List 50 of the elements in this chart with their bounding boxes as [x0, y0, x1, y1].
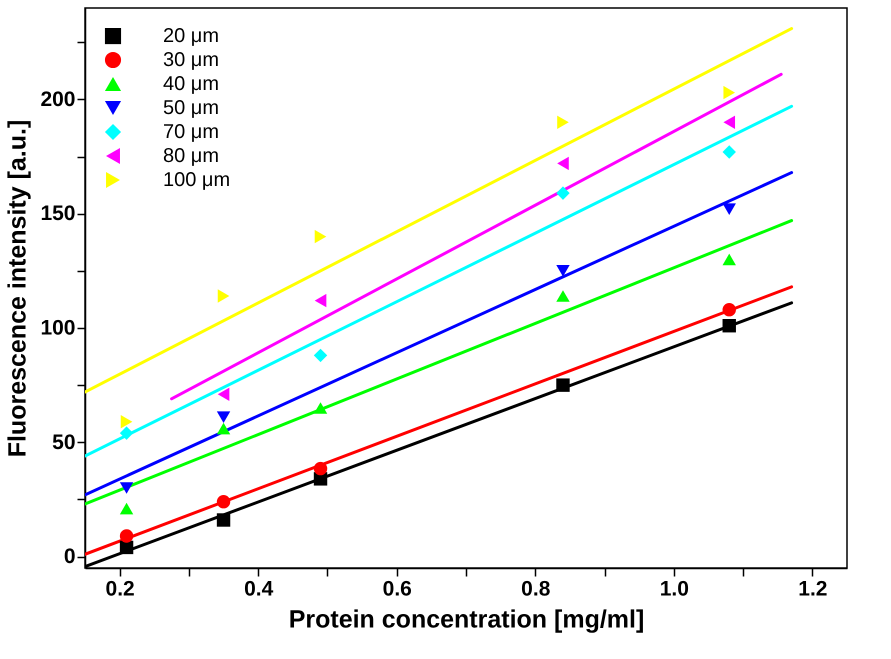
point — [218, 289, 230, 303]
legend-label: 30 μm — [163, 49, 219, 71]
x-tick-label: 0.6 — [382, 578, 412, 600]
y-tick-label: 0 — [64, 545, 76, 568]
y-tick-label: 200 — [40, 88, 76, 111]
point — [120, 502, 134, 514]
point — [120, 415, 132, 428]
point — [216, 411, 230, 423]
point — [120, 540, 134, 554]
point — [556, 265, 570, 277]
point — [218, 388, 230, 401]
point — [314, 230, 326, 244]
y-tick-label: 150 — [40, 202, 76, 226]
y-axis-title: Fluorescence intensity [a.u.] — [3, 120, 32, 458]
point — [314, 294, 326, 308]
point — [216, 495, 230, 508]
point — [556, 378, 570, 392]
legend-label: 20 μm — [163, 25, 219, 47]
legend-label: 40 μm — [163, 73, 219, 95]
x-axis-title: Protein concentration [mg/ml] — [288, 606, 644, 634]
point — [556, 186, 570, 200]
legend-label: 50 μm — [163, 97, 219, 119]
point — [557, 156, 569, 170]
y-tick-label: 100 — [40, 316, 76, 340]
point — [723, 116, 736, 129]
point — [216, 422, 230, 434]
legend-label: 100 μm — [163, 169, 230, 191]
point — [722, 254, 736, 266]
point — [120, 529, 134, 543]
point — [722, 203, 736, 215]
point — [722, 303, 736, 316]
point — [314, 348, 328, 362]
point — [314, 402, 328, 414]
point — [557, 116, 569, 129]
point — [723, 86, 736, 100]
point — [216, 513, 230, 527]
point — [314, 462, 328, 476]
legend-label: 80 μm — [163, 145, 219, 167]
x-tick-label: 1.0 — [660, 578, 689, 600]
x-tick-label: 0.4 — [244, 578, 274, 600]
x-tick-label: 0.2 — [106, 578, 135, 600]
point — [120, 482, 134, 494]
point — [120, 426, 134, 440]
x-tick-label: 1.2 — [798, 578, 828, 600]
x-tick-label: 0.8 — [521, 578, 551, 600]
point — [722, 145, 736, 159]
point — [722, 319, 736, 332]
point — [556, 290, 570, 302]
y-tick-label: 50 — [52, 430, 76, 454]
legend-label: 70 μm — [163, 121, 219, 143]
